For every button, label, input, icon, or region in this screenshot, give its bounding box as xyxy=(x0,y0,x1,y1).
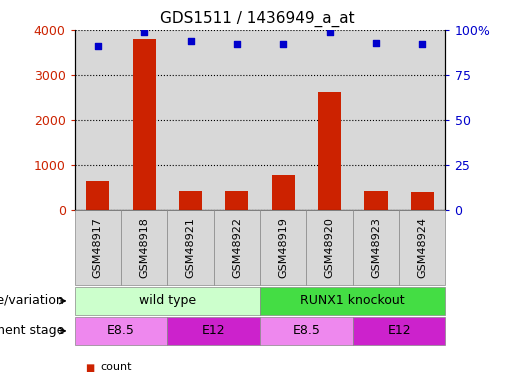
Bar xyxy=(179,190,202,210)
Point xyxy=(372,40,380,46)
Bar xyxy=(167,30,214,210)
Text: GSM48919: GSM48919 xyxy=(278,217,288,278)
Text: GSM48920: GSM48920 xyxy=(324,217,335,278)
Bar xyxy=(272,175,295,210)
Bar xyxy=(399,30,445,210)
Point xyxy=(186,38,195,44)
Text: E8.5: E8.5 xyxy=(107,324,135,338)
Point xyxy=(140,29,148,35)
Text: genotype/variation: genotype/variation xyxy=(0,294,64,307)
Bar xyxy=(75,30,121,210)
Text: GSM48923: GSM48923 xyxy=(371,217,381,278)
Text: GSM48918: GSM48918 xyxy=(139,217,149,278)
Text: GSM48917: GSM48917 xyxy=(93,217,103,278)
Text: development stage: development stage xyxy=(0,324,64,338)
Bar xyxy=(226,191,248,210)
Bar xyxy=(133,39,156,210)
Point xyxy=(279,41,287,47)
Point xyxy=(325,29,334,35)
Text: ■: ■ xyxy=(85,363,94,372)
Text: GSM48924: GSM48924 xyxy=(417,217,427,278)
Text: E8.5: E8.5 xyxy=(293,324,320,338)
Text: GSM48922: GSM48922 xyxy=(232,217,242,278)
Text: wild type: wild type xyxy=(139,294,196,307)
Bar xyxy=(214,30,260,210)
Point xyxy=(94,43,102,49)
Text: GSM48921: GSM48921 xyxy=(185,217,196,278)
Bar xyxy=(260,30,306,210)
Bar xyxy=(318,92,341,210)
Bar xyxy=(86,181,109,210)
Bar xyxy=(306,30,353,210)
Text: count: count xyxy=(100,363,132,372)
Text: E12: E12 xyxy=(387,324,411,338)
Bar xyxy=(121,30,167,210)
Text: GDS1511 / 1436949_a_at: GDS1511 / 1436949_a_at xyxy=(160,11,355,27)
Point xyxy=(233,41,241,47)
Point xyxy=(418,41,426,47)
Bar xyxy=(364,190,387,210)
Bar xyxy=(410,192,434,210)
Bar xyxy=(353,30,399,210)
Text: RUNX1 knockout: RUNX1 knockout xyxy=(300,294,405,307)
Text: E12: E12 xyxy=(202,324,226,338)
